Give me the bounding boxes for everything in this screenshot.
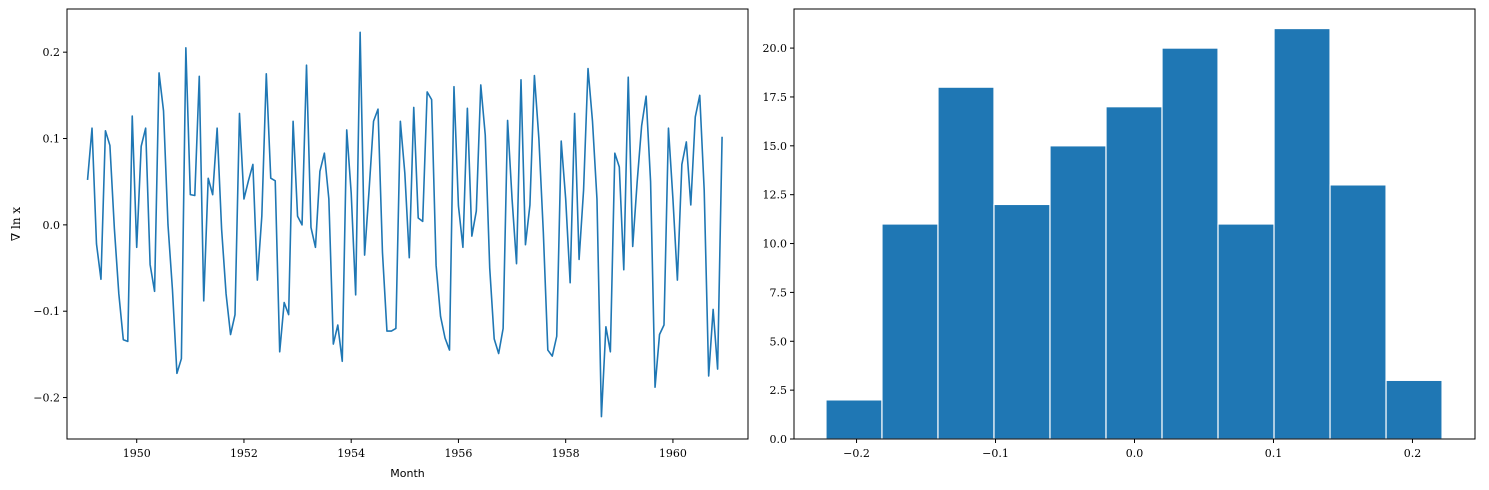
- histogram-bar: [1049, 145, 1107, 440]
- y-tick-label: 2.5: [770, 384, 788, 397]
- histogram-bar: [825, 399, 883, 440]
- line-chart-panel: 1950 1952 1954 1956 1958 1960 −0.2 −0.1 0.0 0.1 0…: [9, 8, 749, 480]
- y-tick-label: 5.0: [770, 335, 788, 348]
- y-tick-label: 10.0: [763, 238, 788, 251]
- x-tick-label: 1956: [444, 447, 472, 460]
- line-y-axis-label: ∇ ln x: [9, 207, 23, 242]
- y-tick-label: 17.5: [763, 91, 788, 104]
- histogram-y-ticks: 0.0 2.5 5.0 7.5 10.0 12.5 15.0 17.5 20.0: [763, 42, 794, 446]
- histogram-bar: [993, 203, 1051, 440]
- histogram-x-ticks: −0.2 −0.1 0.0 0.1 0.2: [843, 439, 1421, 460]
- x-tick-label: 0.1: [1265, 447, 1283, 460]
- line-plot-area: [86, 31, 723, 418]
- line-plot-frame: [66, 8, 749, 440]
- y-tick-label: −0.1: [33, 305, 60, 318]
- x-tick-label: 1950: [123, 447, 151, 460]
- x-tick-label: 1954: [337, 447, 365, 460]
- histogram-bar: [1161, 47, 1219, 440]
- y-tick-label: 12.5: [763, 189, 788, 202]
- y-tick-label: 15.0: [763, 140, 788, 153]
- histogram-bar: [1329, 184, 1387, 440]
- y-tick-label: 20.0: [763, 42, 788, 55]
- y-tick-label: 0.0: [770, 433, 788, 446]
- histogram-panel: −0.2 −0.1 0.0 0.1 0.2 0.0 2.5 5.0 7.5 10.0 12.5 15…: [763, 8, 1476, 460]
- histogram-bar: [1105, 106, 1163, 440]
- x-tick-label: 1958: [552, 447, 580, 460]
- histogram-bar: [1217, 223, 1275, 440]
- histogram-bar: [937, 86, 995, 440]
- y-tick-label: 0.1: [43, 133, 61, 146]
- x-tick-label: 0.0: [1126, 447, 1144, 460]
- histogram-bar: [1385, 379, 1443, 440]
- x-tick-label: −0.1: [982, 447, 1009, 460]
- series-line: [86, 31, 723, 418]
- histogram-bar: [881, 223, 939, 440]
- y-tick-label: 0.2: [43, 46, 61, 59]
- x-tick-label: −0.2: [843, 447, 870, 460]
- line-y-ticks: −0.2 −0.1 0.0 0.1 0.2: [33, 46, 67, 405]
- x-tick-label: 0.2: [1404, 447, 1422, 460]
- y-tick-label: 0.0: [43, 219, 61, 232]
- y-tick-label: −0.2: [33, 392, 60, 405]
- histogram-bar: [1273, 27, 1331, 440]
- line-x-axis-label: Month: [390, 467, 425, 480]
- y-tick-label: 7.5: [770, 286, 788, 299]
- x-tick-label: 1952: [230, 447, 258, 460]
- histogram-plot-area: [825, 27, 1443, 440]
- x-tick-label: 1960: [659, 447, 687, 460]
- line-x-ticks: 1950 1952 1954 1956 1958 1960: [123, 439, 687, 460]
